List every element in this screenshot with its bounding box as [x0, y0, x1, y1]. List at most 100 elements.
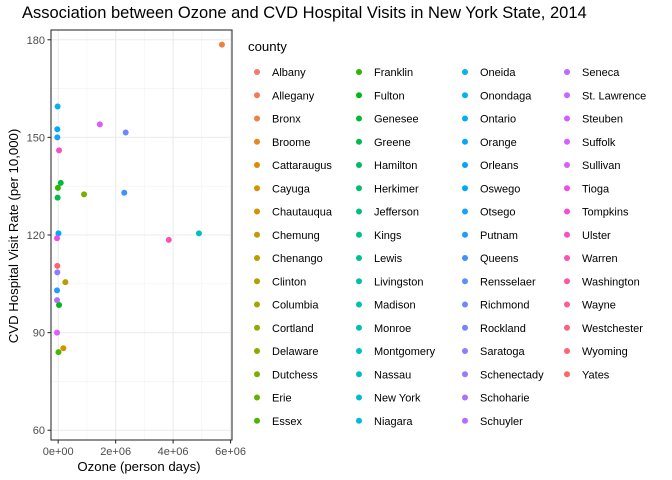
legend-label-cortland: Cortland — [272, 323, 314, 335]
legend-key-nassau — [356, 371, 362, 378]
data-point-fulton — [56, 301, 63, 308]
legend-key-schuyler — [462, 417, 468, 424]
legend-label-cattaraugus: Cattaraugus — [272, 160, 332, 172]
legend-label-greene: Greene — [374, 137, 411, 149]
legend-label-kings: Kings — [374, 230, 402, 242]
legend-key-yates — [564, 371, 570, 378]
legend-key-erie — [254, 394, 260, 401]
legend-key-livingston — [356, 278, 362, 285]
legend-label-fulton: Fulton — [374, 90, 405, 102]
legend-key-clinton — [254, 278, 260, 285]
legend-label-lewis: Lewis — [374, 253, 403, 265]
legend-label-orange: Orange — [480, 137, 517, 149]
legend-label-richmond: Richmond — [480, 300, 530, 312]
legend-key-chemung — [254, 231, 260, 238]
legend-label-chenango: Chenango — [272, 253, 323, 265]
legend-label-oneida: Oneida — [480, 67, 516, 79]
legend-key-rensselaer — [462, 278, 468, 285]
legend-label-queens: Queens — [480, 253, 519, 265]
legend-key-sullivan — [564, 162, 570, 168]
legend-key-fulton — [356, 92, 362, 99]
legend-key-tioga — [564, 185, 570, 192]
legend-key-delaware — [254, 348, 260, 354]
y-axis-title: CVD Hospital Visit Rate (per 10,000) — [6, 129, 21, 344]
legend-key-oswego — [462, 185, 468, 192]
legend-key-greene — [356, 138, 362, 145]
data-point-orange — [54, 126, 61, 133]
legend-label-warren: Warren — [582, 253, 618, 265]
y-axis-ticks: 60 90 120 150 180 — [27, 35, 51, 437]
legend-label-erie: Erie — [272, 393, 292, 405]
legend-key-albany — [254, 69, 260, 75]
y-tick-label: 90 — [33, 328, 45, 340]
data-points — [54, 41, 225, 356]
data-point-greene — [54, 194, 61, 201]
legend-key-cattaraugus — [254, 162, 260, 168]
legend-label-livingston: Livingston — [374, 276, 424, 288]
legend-key-saratoga — [462, 348, 468, 354]
data-point-chautauqua — [60, 345, 67, 352]
legend-key-hamilton — [356, 162, 362, 168]
legend-label-schuyler: Schuyler — [480, 416, 523, 428]
legend-label-ontario: Ontario — [480, 114, 516, 126]
legend-key-suffolk — [564, 138, 570, 145]
legend-key-niagara — [356, 417, 362, 424]
legend-key-schoharie — [462, 394, 468, 401]
data-point-oswego — [55, 230, 62, 237]
legend-key-franklin — [356, 69, 362, 75]
legend-key-schenectady — [462, 371, 468, 378]
legend-label-seneca: Seneca — [582, 67, 620, 79]
data-point-clinton — [62, 279, 69, 286]
legend-key-westchester — [564, 324, 570, 331]
legend-key-new-york — [356, 394, 362, 401]
data-point-nassau — [195, 230, 202, 237]
legend-label-franklin: Franklin — [374, 67, 413, 79]
legend-key-dutchess — [254, 371, 260, 378]
legend-label-columbia: Columbia — [272, 300, 319, 312]
legend-label-st-lawrence: St. Lawrence — [582, 90, 646, 102]
legend-key-kings — [356, 231, 362, 238]
data-point-otsego — [54, 134, 61, 141]
x-axis-title: Ozone (person days) — [77, 459, 200, 474]
x-tick-label: 2e+06 — [100, 446, 131, 458]
data-point-tioga — [54, 235, 61, 242]
legend-label-wyoming: Wyoming — [582, 346, 628, 358]
legend-label-steuben: Steuben — [582, 114, 623, 126]
legend-label-albany: Albany — [272, 67, 306, 79]
legend-label-tompkins: Tompkins — [582, 207, 629, 219]
legend-label-delaware: Delaware — [272, 346, 318, 358]
legend-label-rensselaer: Rensselaer — [480, 276, 536, 288]
legend-key-oneida — [462, 69, 468, 75]
legend-key-steuben — [564, 115, 570, 122]
legend-label-schenectady: Schenectady — [480, 369, 544, 381]
y-tick-label: 60 — [33, 425, 45, 437]
data-point-schuyler — [54, 297, 61, 304]
legend-label-dutchess: Dutchess — [272, 369, 318, 381]
data-point-richmond — [122, 129, 129, 136]
legend-key-wayne — [564, 301, 570, 308]
legend-label-oswego: Oswego — [480, 183, 520, 195]
data-point-wyoming — [54, 262, 61, 269]
legend-key-allegany — [254, 92, 260, 99]
legend-label-bronx: Bronx — [272, 114, 301, 126]
legend-key-onondaga — [462, 92, 468, 99]
legend-label-monroe: Monroe — [374, 323, 411, 335]
legend-label-madison: Madison — [374, 300, 416, 312]
legend-label-onondaga: Onondaga — [480, 90, 532, 102]
legend-label-yates: Yates — [582, 369, 610, 381]
data-point-essex — [55, 349, 62, 356]
legend-label-herkimer: Herkimer — [374, 183, 419, 195]
legend-label-tioga: Tioga — [582, 183, 610, 195]
legend-key-tompkins — [564, 208, 570, 215]
legend-label-jefferson: Jefferson — [374, 207, 419, 219]
legend-label-putnam: Putnam — [480, 230, 518, 242]
legend-key-columbia — [254, 301, 260, 308]
legend-key-queens — [462, 255, 468, 261]
legend-label-montgomery: Montgomery — [374, 346, 436, 358]
legend-label-new-york: New York — [374, 393, 421, 405]
legend-label-sullivan: Sullivan — [582, 160, 621, 172]
legend-label-niagara: Niagara — [374, 416, 413, 428]
legend-label-washington: Washington — [582, 276, 640, 288]
legend-key-otsego — [462, 208, 468, 215]
legend-key-washington — [564, 278, 570, 285]
